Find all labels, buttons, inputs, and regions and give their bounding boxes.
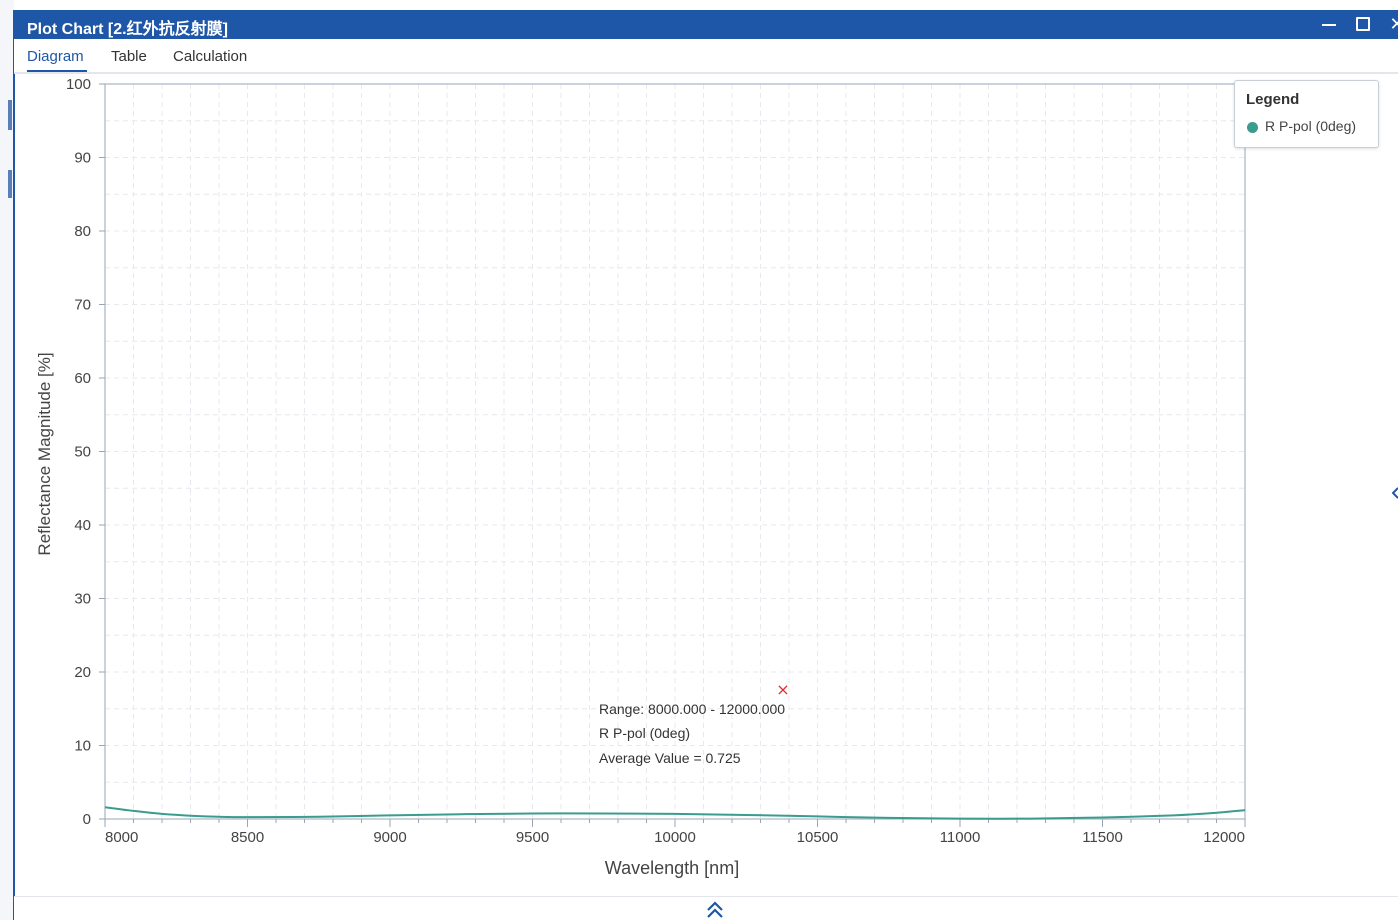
annotation-series: R P-pol (0deg) — [599, 725, 690, 741]
x-axis-label: Wavelength [nm] — [605, 858, 739, 878]
x-tick-label: 11000 — [940, 829, 981, 846]
x-tick-label: 11500 — [1082, 829, 1123, 846]
tab-calculation[interactable]: Calculation — [173, 48, 248, 65]
y-tick-label: 30 — [74, 591, 91, 608]
x-tick-label: 8500 — [231, 829, 264, 846]
series-line — [104, 806, 1246, 820]
window-title: Plot Chart [2.红外抗反射膜] — [27, 21, 228, 38]
y-tick-label: 40 — [74, 517, 91, 534]
window-titlebar[interactable]: Plot Chart [2.红外抗反射膜] ✕ — [14, 10, 1398, 39]
plot-area[interactable]: 0 10 20 30 40 50 60 70 80 90 100 8000 8500 9000 9500 1… — [14, 74, 1398, 894]
maximize-icon — [1356, 17, 1370, 31]
y-tick-label: 80 — [74, 223, 91, 240]
y-tick-label: 10 — [74, 738, 91, 755]
dock-marker — [8, 170, 12, 198]
x-tick-label: 10500 — [797, 829, 839, 846]
y-tick-label: 0 — [83, 811, 91, 828]
annotation-average: Average Value = 0.725 — [599, 750, 741, 766]
legend-item-label[interactable]: R P-pol (0deg) — [1265, 118, 1357, 134]
y-tick-label: 100 — [66, 76, 91, 93]
expand-panel-icon[interactable] — [704, 899, 726, 921]
minimize-icon — [1322, 24, 1336, 26]
chart-legend[interactable]: Legend R P-pol (0deg) — [1234, 80, 1379, 148]
x-tick-label: 9500 — [516, 829, 549, 846]
y-tick-label: 50 — [74, 444, 91, 461]
y-tick-label: 20 — [74, 664, 91, 681]
window-left-edge — [13, 10, 15, 920]
y-tick-label: 70 — [74, 297, 91, 314]
close-icon: ✕ — [1389, 14, 1398, 34]
x-tick-label: 9000 — [373, 829, 406, 846]
chart-grid — [104, 83, 1246, 820]
x-tick-label: 12000 — [1203, 829, 1245, 846]
dock-marker — [8, 100, 12, 130]
minimize-button[interactable] — [1317, 13, 1339, 35]
y-axis-label: Reflectance Magnitude [%] — [35, 352, 54, 555]
x-axis: 8000 8500 9000 9500 10000 10500 11000 11500 1200… — [104, 819, 1246, 846]
tab-diagram[interactable]: Diagram — [27, 48, 84, 65]
active-tab-indicator — [27, 70, 87, 72]
annotation-marker[interactable]: × — [776, 680, 789, 699]
side-panel-collapse-icon[interactable] — [1392, 487, 1398, 499]
x-tick-label: 8000 — [105, 829, 138, 846]
bottom-bar — [14, 896, 1398, 921]
y-axis: 0 10 20 30 40 50 60 70 80 90 100 — [66, 76, 105, 828]
left-dock-strip — [0, 0, 15, 920]
close-button[interactable]: ✕ — [1386, 13, 1398, 35]
x-tick-label: 10000 — [654, 829, 696, 846]
legend-series-dot-icon — [1247, 122, 1258, 133]
y-tick-label: 90 — [74, 150, 91, 167]
maximize-button[interactable] — [1351, 13, 1373, 35]
tab-table[interactable]: Table — [111, 48, 147, 65]
annotation-range: Range: 8000.000 - 12000.000 — [599, 701, 785, 717]
legend-title: Legend — [1246, 91, 1300, 108]
tab-bar: Diagram Table Calculation — [14, 39, 1398, 74]
series-layer — [104, 806, 1246, 820]
y-tick-label: 60 — [74, 370, 91, 387]
